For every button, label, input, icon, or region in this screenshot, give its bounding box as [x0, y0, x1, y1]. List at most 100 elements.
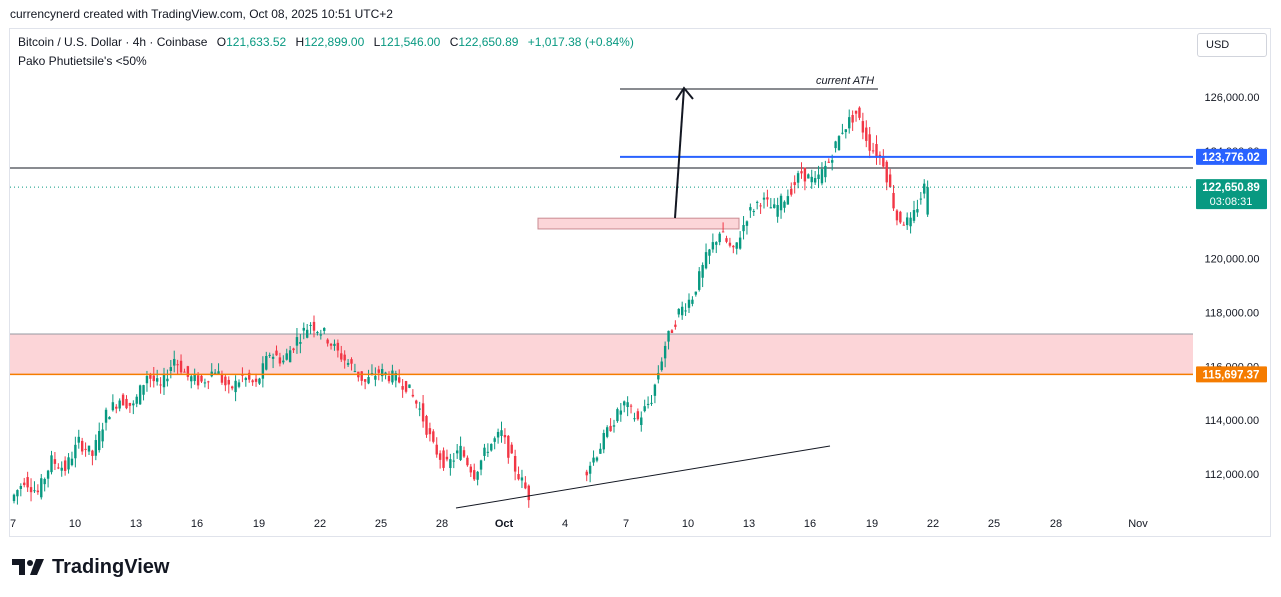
candle-body[interactable]	[125, 398, 128, 409]
candle-body[interactable]	[449, 459, 452, 469]
candle-body[interactable]	[19, 485, 23, 489]
candle-body[interactable]	[23, 482, 26, 486]
candle-body[interactable]	[902, 224, 905, 226]
candle-body[interactable]	[663, 345, 667, 359]
candle-body[interactable]	[868, 134, 871, 151]
candle-body[interactable]	[605, 427, 609, 437]
candle-body[interactable]	[292, 348, 295, 351]
candle-body[interactable]	[711, 242, 715, 250]
candle-body[interactable]	[101, 429, 104, 442]
candle-body[interactable]	[742, 225, 745, 232]
candle-body[interactable]	[503, 434, 507, 438]
candle-body[interactable]	[612, 425, 616, 427]
candle-body[interactable]	[773, 204, 776, 208]
candle-body[interactable]	[452, 460, 455, 462]
candle-body[interactable]	[520, 477, 524, 481]
candle-body[interactable]	[367, 377, 370, 384]
candle-body[interactable]	[350, 359, 353, 364]
candle-body[interactable]	[493, 438, 496, 442]
candle-body[interactable]	[926, 187, 929, 215]
candle-body[interactable]	[827, 161, 830, 163]
candle-body[interactable]	[776, 205, 779, 217]
candle-body[interactable]	[305, 329, 309, 338]
candle-body[interactable]	[312, 321, 316, 331]
candle-body[interactable]	[213, 372, 217, 374]
candle-body[interactable]	[813, 178, 817, 183]
currency-button[interactable]: USD	[1197, 33, 1267, 57]
candle-body[interactable]	[469, 466, 473, 473]
blue-price-tag[interactable]: 123,776.02	[1202, 152, 1260, 164]
candle-body[interactable]	[404, 381, 408, 392]
candle-body[interactable]	[329, 343, 333, 346]
candle-body[interactable]	[234, 380, 237, 393]
candle-body[interactable]	[793, 182, 796, 185]
candle-body[interactable]	[602, 433, 605, 450]
candle-body[interactable]	[524, 482, 527, 489]
candle-body[interactable]	[738, 237, 742, 249]
candle-body[interactable]	[790, 188, 793, 195]
candle-body[interactable]	[708, 249, 711, 256]
candle-body[interactable]	[84, 448, 87, 450]
candle-body[interactable]	[844, 129, 848, 133]
candle-body[interactable]	[680, 306, 684, 316]
candle-body[interactable]	[728, 242, 732, 246]
candle-body[interactable]	[687, 299, 691, 308]
candle-body[interactable]	[500, 430, 503, 436]
candle-body[interactable]	[418, 408, 421, 410]
candle-body[interactable]	[803, 167, 807, 182]
candle-body[interactable]	[159, 384, 162, 386]
candle-body[interactable]	[905, 217, 909, 226]
candle-body[interactable]	[268, 354, 271, 356]
candle-body[interactable]	[135, 396, 138, 404]
candle-body[interactable]	[33, 490, 36, 492]
candle-body[interactable]	[155, 378, 159, 382]
candle-body[interactable]	[715, 242, 718, 245]
candle-body[interactable]	[599, 448, 602, 454]
candle-body[interactable]	[353, 370, 357, 372]
candle-body[interactable]	[759, 205, 762, 207]
candle-body[interactable]	[507, 435, 510, 458]
candle-body[interactable]	[108, 416, 111, 420]
candle-body[interactable]	[670, 330, 674, 333]
candle-body[interactable]	[766, 197, 769, 200]
candle-body[interactable]	[415, 400, 418, 404]
candle-body[interactable]	[360, 371, 363, 381]
candle-body[interactable]	[476, 471, 479, 480]
candle-body[interactable]	[162, 373, 166, 388]
candle-body[interactable]	[885, 161, 888, 183]
candle-body[interactable]	[837, 136, 841, 151]
current-price-tag[interactable]: 122,650.89	[1202, 182, 1260, 194]
candle-body[interactable]	[36, 490, 40, 493]
candle-body[interactable]	[824, 165, 827, 178]
candle-body[interactable]	[619, 410, 623, 415]
candle-body[interactable]	[316, 332, 319, 334]
candle-body[interactable]	[343, 354, 346, 361]
candle-body[interactable]	[462, 450, 466, 457]
candle-body[interactable]	[374, 375, 377, 380]
candle-body[interactable]	[387, 375, 391, 382]
candle-body[interactable]	[650, 402, 653, 404]
candle-body[interactable]	[12, 494, 16, 502]
candle-body[interactable]	[916, 209, 919, 213]
candle-body[interactable]	[513, 456, 517, 472]
candle-body[interactable]	[391, 370, 394, 383]
candle-body[interactable]	[834, 141, 837, 149]
candle-body[interactable]	[285, 353, 288, 360]
candle-body[interactable]	[380, 369, 384, 377]
candle-body[interactable]	[152, 375, 155, 382]
candle-body[interactable]	[796, 173, 800, 183]
candle-body[interactable]	[643, 406, 646, 412]
candle-body[interactable]	[909, 217, 912, 227]
candle-body[interactable]	[271, 356, 275, 359]
candle-body[interactable]	[725, 238, 728, 242]
candle-body[interactable]	[340, 353, 343, 360]
candle-body[interactable]	[363, 379, 367, 382]
candle-body[interactable]	[749, 207, 752, 211]
candle-body[interactable]	[299, 342, 302, 344]
candle-body[interactable]	[783, 201, 786, 208]
candle-body[interactable]	[251, 380, 254, 383]
demand-zone[interactable]	[537, 217, 740, 230]
candle-body[interactable]	[323, 328, 326, 331]
candle-body[interactable]	[510, 444, 513, 454]
candle-body[interactable]	[694, 291, 698, 295]
